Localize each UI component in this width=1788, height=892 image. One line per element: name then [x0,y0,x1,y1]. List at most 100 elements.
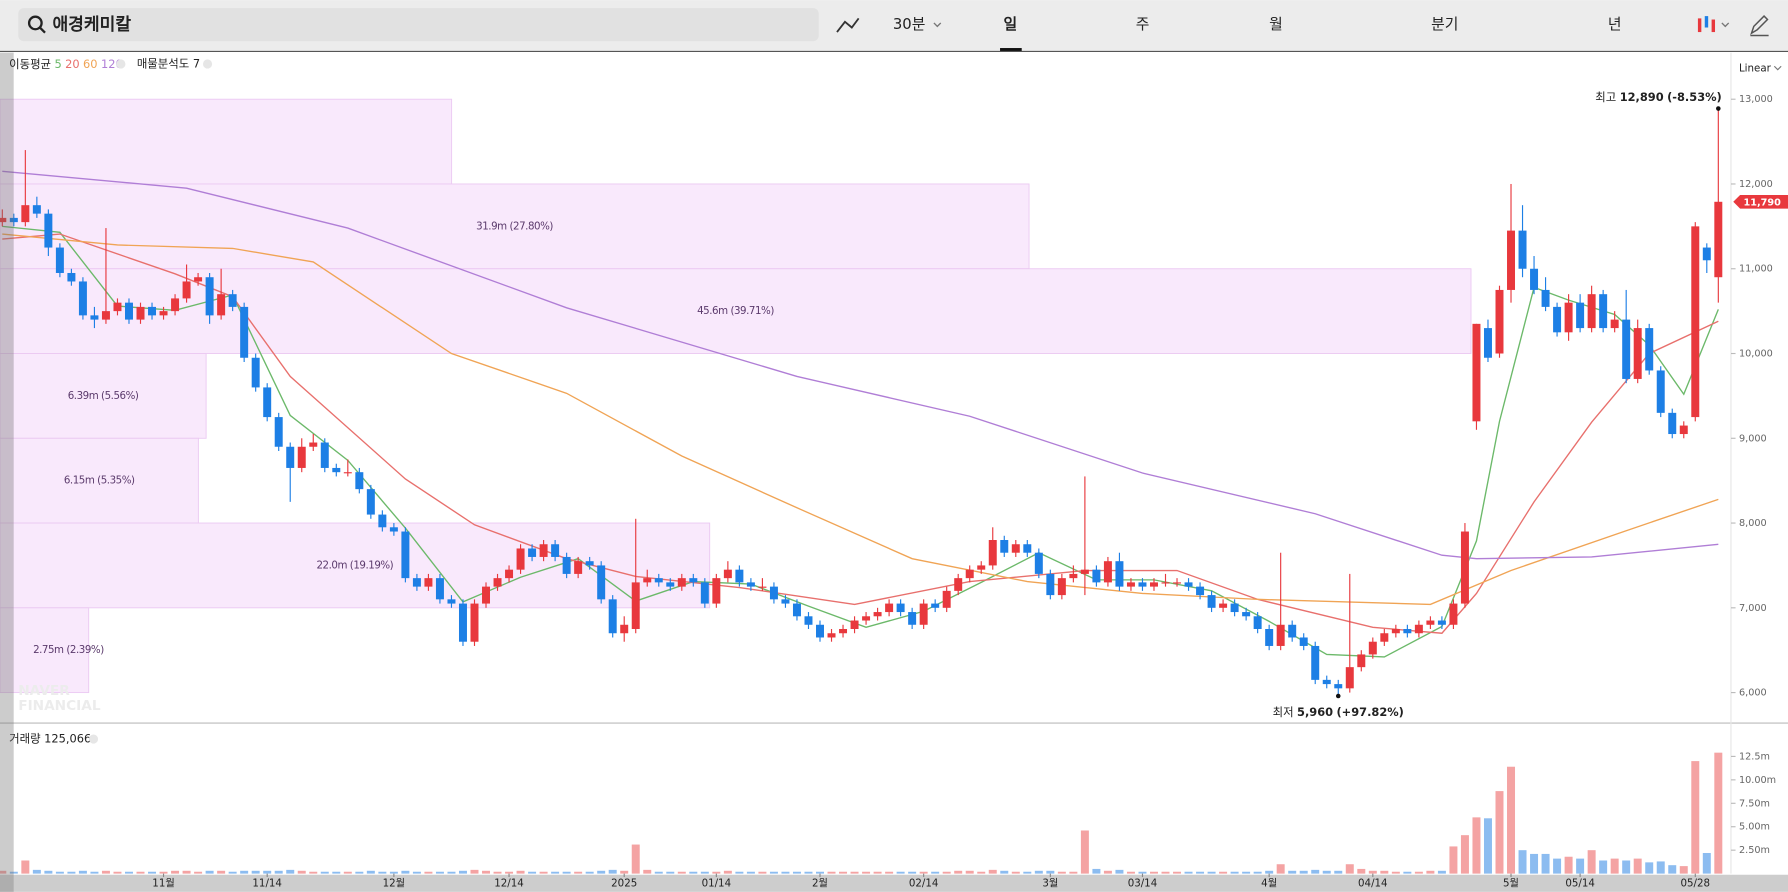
last-price-tag [1733,194,1788,209]
volume-bar [412,871,421,874]
close-icon[interactable] [202,59,213,69]
volume-bar [1080,830,1089,874]
legend-entry: 60 [83,56,98,70]
candle-body [1437,620,1446,625]
candle-body [470,603,479,642]
candle-body [55,247,64,273]
candle-body [378,514,387,528]
frame-bottom [0,874,1788,892]
candle-body [1057,578,1066,596]
volume-bar [735,871,744,874]
candle-body [712,578,721,604]
volume-bar [712,871,721,874]
x-tick-label: 03/14 [1128,877,1158,889]
x-tick-label: 05/28 [1681,877,1711,889]
extreme-value: 12,890 [1620,90,1664,104]
x-tick-label: 5월 [1503,877,1519,889]
candle-body [539,544,548,557]
volume-bar [78,870,87,874]
close-icon[interactable] [116,59,126,69]
volume-bar [839,871,848,874]
candle-body [21,205,30,223]
pencil-icon[interactable] [1750,15,1769,37]
candle-body [908,612,917,625]
draw-tool-icon[interactable] [836,17,860,33]
x-tick-label: 01/14 [702,877,732,889]
volume-bar [1138,871,1147,874]
candle-body [839,629,848,634]
candle-body [1483,328,1492,358]
extreme-change: (+97.82%) [1336,704,1403,718]
chart-type-icon[interactable] [1697,18,1702,33]
candle-body [1080,569,1089,574]
period-tab[interactable]: 일 [1003,16,1017,33]
candle-body [1357,654,1366,668]
candle-body [723,569,732,579]
volume-bar [1057,871,1066,874]
profile-legend[interactable]: 매물분석도 7 [137,56,200,70]
y-tick-label: 6,000 [1739,688,1767,699]
x-tick-label: 4월 [1261,877,1277,889]
volume-bar [217,870,226,874]
candle-body [977,565,986,570]
volume-bar [1460,835,1469,874]
volume-bar [746,871,755,874]
volume-bar [493,871,502,874]
volume-bar [1034,870,1043,874]
candle-body [1449,603,1458,625]
volume-bar [769,871,778,874]
candle-body [1242,612,1251,617]
volume-bar [1587,850,1596,874]
search-query[interactable]: 애경케미칼 [52,14,131,35]
volume-bar [205,870,214,874]
candle-body [781,599,790,604]
volume-bar [1276,864,1285,874]
volume-bar [182,870,191,874]
volume-profile-band [0,437,199,524]
chart-type-icon[interactable] [1711,19,1716,33]
period-tab[interactable]: 분기 [1431,16,1458,33]
volume-bar [274,870,283,874]
candle-body [435,578,444,600]
candle-body [551,544,560,557]
candle-body [942,590,951,608]
volume-bar [1322,870,1331,874]
period-tab[interactable]: 월 [1269,16,1283,33]
close-icon[interactable] [88,734,99,744]
y-tick-label: 13,000 [1739,94,1773,105]
candle-body [1507,230,1516,290]
candle-body [746,582,755,587]
volume-bar [1000,870,1009,874]
candle-body [1034,552,1043,574]
interval-select[interactable]: 30분 [893,16,925,33]
volume-bar [1472,817,1481,874]
volume-bar [1288,870,1297,874]
volume-bar [631,844,640,874]
candle-body [458,603,467,642]
volume-bar [1299,870,1308,874]
scale-select[interactable]: Linear [1739,63,1772,75]
candle-body [1691,226,1700,418]
search-box[interactable] [18,8,819,42]
legend-entry: 120 [101,56,123,70]
volume-bar [689,871,698,874]
volume-profile-band [0,353,207,439]
chart-type-icon[interactable] [1704,16,1709,28]
volume-bar [988,869,997,874]
y-tick-label: 10,000 [1739,349,1773,360]
candle-body [1046,573,1055,596]
candle-body [1622,319,1631,379]
volume-bar [447,871,456,874]
period-tab[interactable]: 주 [1136,16,1150,33]
extreme-label: 최저 5,960 (+97.82%) [1273,704,1404,718]
period-tab[interactable]: 년 [1608,16,1622,33]
volume-bar [1173,871,1182,874]
candle-body [1322,679,1331,685]
volume-bar [55,871,64,874]
ma-legend[interactable]: 이동평균 5 20 60 120 [9,56,123,70]
volume-y-tick-label: 5.00m [1739,822,1770,833]
volume-bar [1380,870,1389,874]
candle-body [1173,582,1182,584]
volume-bar [1691,761,1700,874]
